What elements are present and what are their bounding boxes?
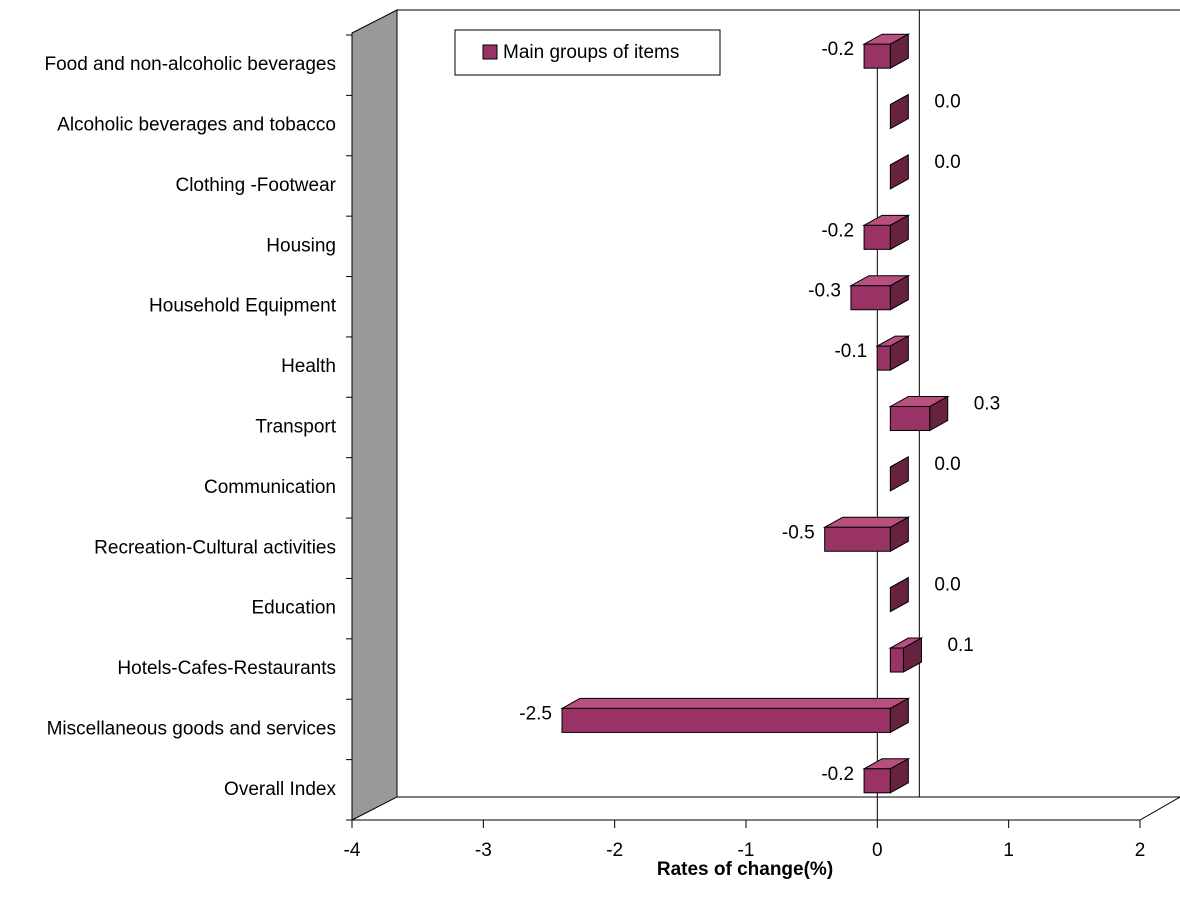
bar (850, 285, 891, 311)
data-label: -0.5 (782, 522, 815, 543)
legend-label: Main groups of items (503, 42, 679, 63)
bar-side (889, 154, 909, 190)
bar-top (560, 697, 911, 709)
left-wall (351, 9, 398, 821)
x-tick-label: 0 (872, 840, 883, 861)
y-tick-label: Transport (255, 417, 336, 438)
y-tick-label: Recreation-Cultural activities (94, 537, 336, 558)
floor (352, 796, 1180, 821)
bar (863, 224, 891, 250)
y-tick-label: Clothing -Footwear (175, 175, 336, 196)
data-label: -0.2 (821, 220, 854, 241)
x-tick-label: -2 (606, 840, 623, 861)
bar (889, 406, 931, 431)
y-tick-label: Communication (204, 477, 336, 498)
legend-swatch (482, 44, 498, 60)
data-label: 0.0 (934, 575, 960, 596)
data-label: -0.3 (808, 281, 841, 302)
legend (454, 29, 721, 76)
y-tick-label: Housing (266, 235, 336, 256)
data-label: 0.0 (934, 92, 960, 113)
bar (824, 526, 891, 552)
bar-side (889, 576, 909, 613)
data-label: 0.0 (934, 152, 960, 173)
bar-side (889, 93, 909, 130)
data-label: -0.2 (821, 764, 854, 785)
y-tick-label: Health (281, 356, 336, 377)
x-tick-label: -1 (738, 840, 755, 861)
x-axis-title: Rates of change(%) (657, 859, 833, 880)
bar (876, 345, 891, 371)
bar (863, 768, 891, 794)
x-tick-label: -4 (344, 840, 361, 861)
data-label: -0.1 (834, 341, 867, 362)
y-tick-label: Household Equipment (149, 296, 337, 317)
x-tick-label: 1 (1003, 840, 1014, 861)
x-tick-label: 2 (1135, 840, 1146, 861)
data-label: 0.0 (934, 454, 960, 475)
y-tick-label: Overall Index (224, 779, 336, 800)
x-tick-label: -3 (475, 840, 492, 861)
data-label: -0.2 (821, 39, 854, 60)
y-tick-label: Hotels-Cafes-Restaurants (117, 658, 336, 679)
y-tick-label: Miscellaneous goods and services (47, 718, 336, 739)
y-tick-label: Food and non-alcoholic beverages (44, 54, 336, 75)
bar (561, 707, 891, 733)
data-label: 0.1 (947, 635, 973, 656)
bar (863, 43, 891, 69)
y-tick-label: Education (251, 598, 336, 619)
y-tick-label: Alcoholic beverages and tobacco (57, 115, 336, 136)
data-label: -2.5 (519, 703, 552, 724)
bar (889, 647, 904, 673)
data-label: 0.3 (974, 394, 1000, 415)
bar-side (889, 456, 909, 492)
